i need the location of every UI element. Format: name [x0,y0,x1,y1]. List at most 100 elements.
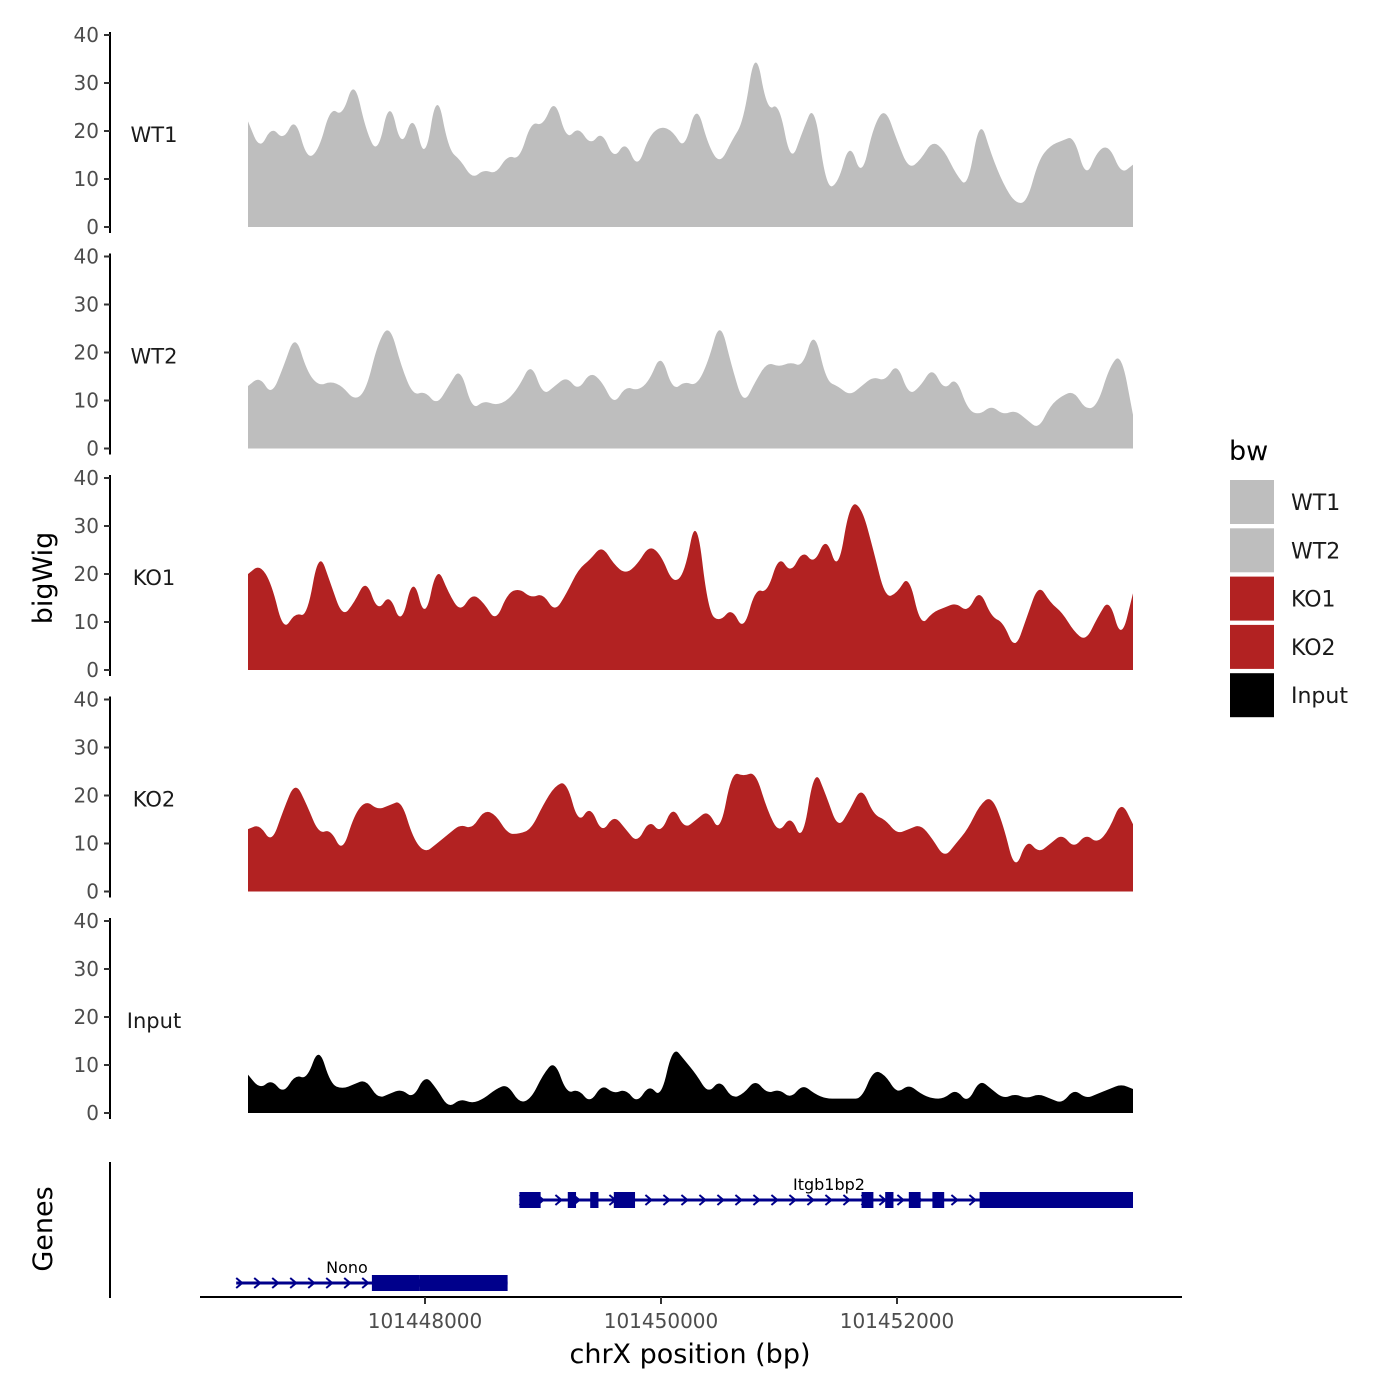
strand-arrow [235,1277,244,1289]
exon [590,1192,599,1208]
exon [567,1192,577,1208]
strand-arrow [325,1277,334,1289]
exon [885,1192,894,1208]
legend-entry-ko2: KO2 [1230,624,1336,669]
y-tick-label: 20 [74,341,99,365]
x-tick-label: 101448000 [368,1309,483,1333]
y-tick-label: 40 [74,245,99,269]
strand-arrow [824,1194,833,1206]
y-tick-label: 20 [74,562,99,586]
strand-arrow [253,1277,262,1289]
legend-label: Input [1291,684,1348,709]
area-wt1 [248,62,1133,228]
y-tick-label: 30 [74,957,99,981]
y-tick-label: 20 [74,119,99,143]
exon [419,1275,508,1291]
legend-label: KO2 [1291,636,1336,661]
track-label-input: Input [127,1009,181,1033]
y-tick-label: 40 [74,466,99,490]
track-wt1: 0 10 20 30 40 WT1 [74,23,1133,239]
legend-entry-wt1: WT1 [1230,480,1340,524]
strand-arrow [554,1194,563,1206]
legend-swatch [1230,576,1274,621]
strand-arrow [307,1277,316,1289]
track-label-ko2: KO2 [133,788,176,812]
legend-entry-ko1: KO1 [1230,576,1336,621]
genes-panel: Genes Itgb1bp2 Nono [28,1162,1133,1298]
strand-arrow [734,1194,743,1206]
exon [613,1192,636,1208]
track-ko2: 0 10 20 30 40 KO2 [74,688,1133,904]
x-tick-label: 101450000 [604,1309,719,1333]
exon [908,1192,921,1208]
y-tick-label: 30 [74,71,99,95]
track-label-ko1: KO1 [133,566,176,590]
strand-arrow [752,1194,761,1206]
y-tick-label: 0 [86,658,99,682]
legend-swatch [1230,673,1274,718]
area-input [248,1051,1133,1113]
y-tick-label: 0 [86,437,99,461]
strand-arrow [842,1194,851,1206]
y-tick-label: 10 [74,167,99,191]
x-axis-title: chrX position (bp) [569,1339,810,1370]
y-tick-label: 40 [74,688,99,712]
gene-label-nono: Nono [326,1258,368,1277]
x-tick-label: 101452000 [840,1309,955,1333]
legend-swatch [1230,480,1274,524]
gene-models: Itgb1bp2 Nono [235,1175,1133,1291]
gene-label-itgb1bp2: Itgb1bp2 [793,1175,865,1194]
y-tick-label: 10 [74,389,99,413]
gene-itgb1bp2: Itgb1bp2 [518,1175,1133,1208]
strand-arrow [644,1194,653,1206]
y-tick-label: 0 [86,215,99,239]
y-tick-label: 30 [74,514,99,538]
area-ko1 [248,504,1133,670]
y-axis-title: bigWig [28,532,59,625]
legend-label: WT2 [1291,539,1340,564]
exon [861,1192,874,1208]
strand-arrow [271,1277,280,1289]
legend-title: bw [1229,436,1268,467]
strand-arrow [788,1194,797,1206]
legend-swatch [1230,528,1274,573]
area-ko2 [248,773,1133,892]
legend-label: KO1 [1291,588,1336,613]
exon [979,1192,1133,1208]
strand-arrow [289,1277,298,1289]
exon [519,1192,541,1208]
area-wt2 [248,330,1133,449]
strand-arrow [806,1194,815,1206]
track-wt2: 0 10 20 30 40 WT2 [74,245,1133,461]
track-ko1: 0 10 20 30 40 KO1 [74,466,1133,682]
exon [371,1275,420,1291]
legend-swatch [1230,624,1274,669]
strand-arrow [361,1277,370,1289]
strand-arrow [770,1194,779,1206]
legend-entry-wt2: WT2 [1230,528,1340,573]
strand-arrow [680,1194,689,1206]
y-tick-label: 30 [74,736,99,760]
exon [932,1192,945,1208]
strand-arrow [896,1194,905,1206]
signal-tracks: 0 10 20 30 40 WT1 0 10 20 30 40 WT2 0 10 20 30 40 KO1 0 10 2… [74,23,1133,1125]
y-tick-label: 10 [74,1053,99,1077]
y-tick-label: 10 [74,610,99,634]
legend-entries: WT1 WT2 KO1 KO2 Input [1230,480,1348,718]
legend-entry-input: Input [1230,673,1348,718]
track-label-wt2: WT2 [131,345,178,369]
track-input: 0 10 20 30 40 Input [74,909,1133,1125]
y-tick-label: 10 [74,832,99,856]
strand-arrow [662,1194,671,1206]
x-ticks: 101448000 101450000 101452000 [368,1297,955,1333]
legend: bw WT1 WT2 KO1 KO2 Input [1229,436,1348,718]
x-axis: 101448000 101450000 101452000 chrX positio… [200,1296,1182,1370]
genes-axis-title: Genes [28,1186,59,1271]
y-tick-label: 30 [74,293,99,317]
y-tick-label: 0 [86,880,99,904]
track-label-wt1: WT1 [131,123,178,147]
strand-arrow [716,1194,725,1206]
strand-arrow [968,1194,977,1206]
strand-arrow [698,1194,707,1206]
